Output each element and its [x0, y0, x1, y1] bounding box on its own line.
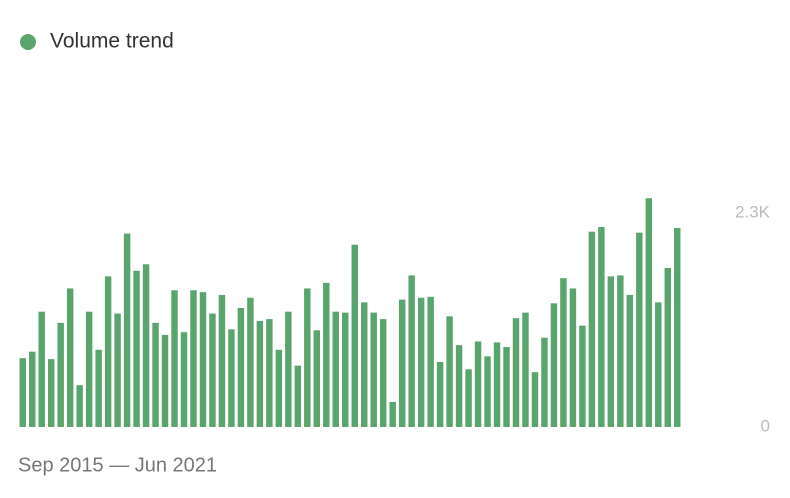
bar	[446, 316, 453, 427]
bar	[484, 356, 491, 427]
bar	[417, 297, 425, 427]
bar	[323, 282, 330, 427]
bar	[275, 349, 283, 427]
bar	[228, 329, 235, 427]
bar	[465, 369, 472, 427]
bar	[180, 332, 188, 427]
bar	[541, 337, 548, 427]
bar	[379, 319, 387, 427]
bar	[408, 275, 415, 427]
y-tick-label: 2.3K	[735, 203, 771, 222]
bar	[436, 361, 444, 427]
bar	[285, 311, 292, 427]
bar	[171, 290, 178, 427]
bar	[569, 288, 577, 427]
bar	[522, 312, 529, 427]
bar	[95, 349, 102, 427]
bar	[370, 312, 377, 427]
bar	[550, 303, 558, 427]
bar	[104, 276, 112, 427]
bar	[398, 299, 406, 427]
x-range-label: Sep 2015 — Jun 2021	[18, 454, 217, 476]
bar	[190, 290, 197, 427]
bar	[655, 302, 662, 427]
bar	[66, 288, 74, 427]
y-tick-label: 0	[761, 416, 770, 435]
bar	[531, 372, 539, 427]
bar	[161, 334, 169, 427]
bar	[256, 320, 264, 427]
bar	[38, 311, 45, 427]
bar	[512, 318, 520, 427]
bar	[617, 275, 624, 427]
bar	[361, 302, 368, 427]
bar	[636, 232, 643, 427]
bar	[313, 330, 321, 427]
bar	[199, 292, 207, 427]
bar	[474, 341, 482, 427]
bar	[342, 312, 349, 427]
bar	[29, 351, 36, 427]
bar	[247, 297, 254, 427]
bar	[76, 385, 83, 427]
bar	[588, 231, 596, 427]
bar	[266, 319, 273, 427]
bar	[142, 264, 150, 427]
bar	[674, 227, 681, 427]
bar	[19, 358, 26, 427]
bar	[560, 278, 567, 427]
legend-label: Volume trend	[50, 30, 174, 53]
bar	[237, 307, 245, 427]
bar	[294, 365, 302, 427]
bar	[332, 311, 339, 427]
bar	[123, 233, 131, 427]
bar	[85, 311, 93, 427]
bar	[626, 294, 634, 427]
bar	[645, 198, 653, 427]
bar	[455, 345, 463, 427]
bar	[389, 401, 396, 427]
bar	[607, 276, 615, 427]
bar	[133, 270, 140, 427]
bar	[152, 322, 159, 427]
bar	[493, 342, 501, 427]
bar	[598, 227, 605, 427]
bar	[218, 294, 226, 427]
bar	[57, 322, 64, 427]
bar	[503, 347, 510, 427]
bar	[579, 325, 586, 427]
bar	[304, 288, 311, 427]
legend-swatch	[20, 34, 36, 50]
bar	[47, 359, 55, 427]
bar	[351, 244, 358, 427]
bar	[664, 267, 671, 427]
bar	[427, 296, 434, 427]
bar	[114, 313, 121, 427]
bar	[209, 313, 216, 427]
